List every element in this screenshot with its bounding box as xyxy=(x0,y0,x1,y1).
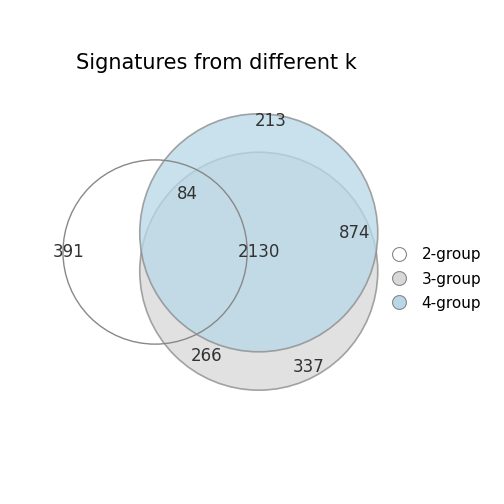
Text: 391: 391 xyxy=(53,243,85,261)
Text: 874: 874 xyxy=(339,224,370,242)
Text: 84: 84 xyxy=(177,185,198,204)
Text: 2130: 2130 xyxy=(237,243,280,261)
Text: 213: 213 xyxy=(255,112,286,131)
Text: 266: 266 xyxy=(191,347,223,365)
Title: Signatures from different k: Signatures from different k xyxy=(76,53,357,73)
Circle shape xyxy=(140,152,378,390)
Circle shape xyxy=(140,114,378,352)
Text: 337: 337 xyxy=(293,358,325,376)
Legend: 2-group, 3-group, 4-group: 2-group, 3-group, 4-group xyxy=(377,241,487,317)
